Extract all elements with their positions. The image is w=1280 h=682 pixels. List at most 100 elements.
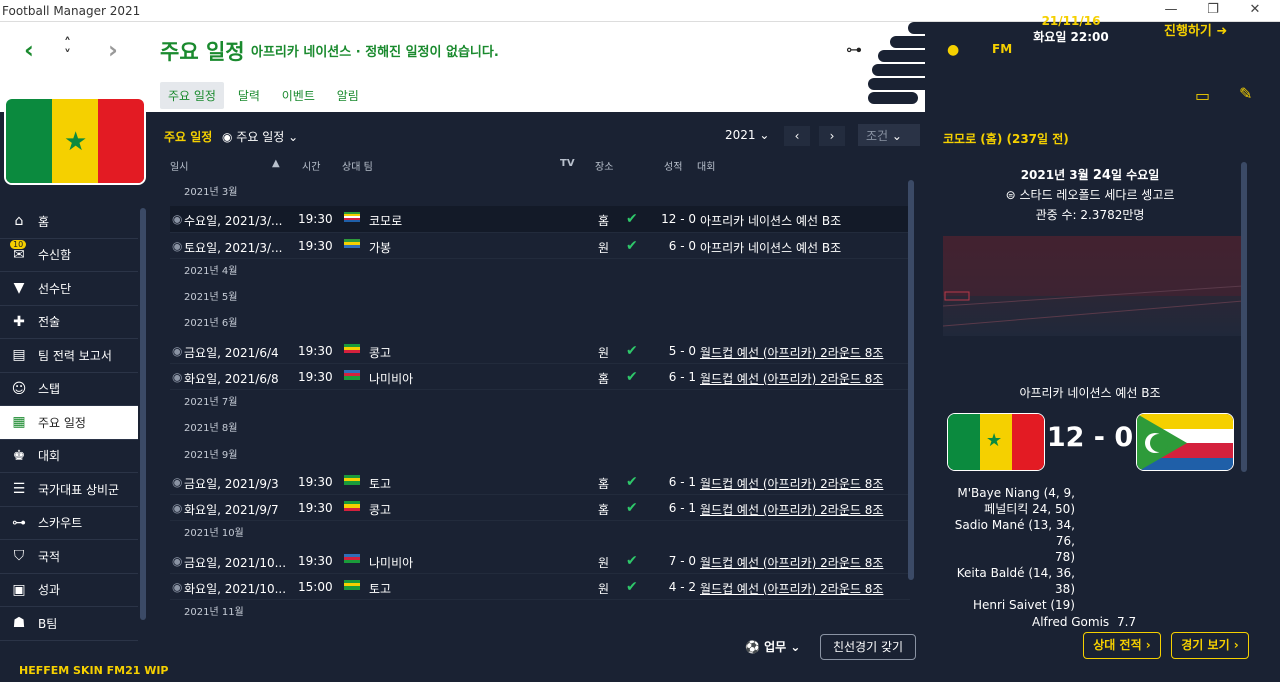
fixture-opponent[interactable]: 나미비아 — [369, 555, 414, 570]
match-title[interactable]: 코모로 (홈) (237일 전) — [943, 132, 1069, 146]
sidebar-item-squad[interactable]: ▼ 선수단 — [0, 272, 138, 306]
head-to-head-button[interactable]: 상대 전적 › — [1083, 632, 1161, 659]
tab-events[interactable]: 이벤트 — [281, 89, 315, 103]
fixture-opponent[interactable]: 토고 — [369, 476, 392, 491]
sidebar-item-staff[interactable]: ☺ 스탭 — [0, 373, 138, 406]
sidebar-item-competitions[interactable]: ♚ 대회 — [0, 440, 138, 473]
fixture-result[interactable]: 5 - 0 — [668, 343, 696, 358]
binoculars-icon[interactable]: ⊶ — [846, 40, 862, 59]
table-row[interactable]: ◉ 화요일, 2021/6/8 19:30 나미비아 홈 ✔ 6 - 1 월드컵 예선 (아프… — [170, 364, 910, 390]
table-row[interactable]: ◉ 화요일, 2021/10... 15:00 토고 원 ✔ 4 - 2 월드컵 예선 (아프… — [170, 574, 910, 600]
sidebar-item-schedule[interactable]: ▦ 주요 일정 — [0, 406, 138, 440]
fixture-opponent[interactable]: 콩고 — [369, 503, 392, 517]
fixture-result[interactable]: 6 - 1 — [668, 474, 696, 489]
tab-alerts[interactable]: 알림 — [336, 89, 359, 103]
fixture-competition[interactable]: 월드컵 예선 (아프리카) 2라운드 8조 — [700, 581, 884, 596]
col-result[interactable]: 성적 — [664, 162, 683, 173]
work-dropdown[interactable]: ⚽ 업무 ⌄ — [745, 638, 800, 655]
crest-icon[interactable]: ● — [947, 42, 960, 58]
match-panel-scrollbar[interactable] — [1241, 162, 1247, 472]
chevron-down-icon: ⌄ — [759, 128, 770, 142]
fixture-result[interactable]: 12 - 0 — [661, 212, 696, 227]
schedule-toolbar: 주요 일정 ◉ 주요 일정 ⌄ 2021 ⌄ ‹ › 조건 ⌄ — [152, 120, 922, 148]
year-dropdown[interactable]: 2021 ⌄ — [725, 128, 769, 142]
fixture-result[interactable]: 6 - 0 — [668, 238, 696, 253]
table-row[interactable]: ◉ 금요일, 2021/10... 19:30 나미비아 원 ✔ 7 - 0 월드컵 예선 (… — [170, 548, 910, 574]
fixture-list: 2021년 3월 ◉ 수요일, 2021/3/... 19:30 코모로 홈 ✔ 12 - 0… — [170, 180, 910, 626]
tab-schedule[interactable]: 주요 일정 — [160, 82, 224, 109]
fixture-opponent[interactable]: 코모로 — [369, 214, 403, 229]
view-dropdown[interactable]: ◉ 주요 일정 ⌄ — [222, 128, 298, 145]
view-match-button[interactable]: 경기 보기 › — [1171, 632, 1249, 659]
prev-year-button[interactable]: ‹ — [784, 126, 810, 146]
table-row[interactable]: ◉ 화요일, 2021/9/7 19:30 콩고 홈 ✔ 6 - 1 월드컵 예선 (아프리카… — [170, 495, 910, 522]
table-row[interactable]: ◉ 금요일, 2021/6/4 19:30 콩고 원 ✔ 5 - 0 월드컵 예선 (아프리카… — [170, 338, 910, 364]
sort-arrow-icon[interactable]: ▲ — [272, 158, 280, 169]
fixture-opponent[interactable]: 나미비아 — [369, 371, 414, 386]
fixture-competition[interactable]: 월드컵 예선 (아프리카) 2라운드 8조 — [700, 555, 884, 570]
sidebar-scrollbar[interactable] — [140, 208, 146, 620]
filter-dropdown[interactable]: 조건 ⌄ — [858, 124, 920, 146]
fixture-opponent[interactable]: 토고 — [369, 581, 392, 596]
fixture-time: 19:30 — [298, 212, 333, 227]
table-scrollbar[interactable] — [908, 180, 914, 580]
sidebar-item-tactics[interactable]: ✚ 전술 — [0, 306, 138, 339]
restore-icon[interactable]: ❐ — [1207, 2, 1219, 17]
sidebar-item-scouting[interactable]: ⊶ 스카우트 — [0, 507, 138, 540]
sidebar-item-label: 국가대표 상비군 — [38, 482, 120, 497]
arrange-friendly-button[interactable]: 친선경기 갖기 — [820, 634, 916, 660]
fixture-venue: 홈 — [598, 503, 610, 517]
fixture-opponent[interactable]: 콩고 — [369, 345, 392, 360]
month-group-header: 2021년 11월 — [184, 607, 244, 618]
fixture-competition[interactable]: 아프리카 네이션스 예선 B조 — [700, 214, 842, 229]
fixture-venue: 원 — [598, 581, 610, 596]
sidebar-item-performance[interactable]: ▣ 성과 — [0, 574, 138, 607]
sidebar-item-label: 성과 — [38, 583, 61, 598]
col-competition[interactable]: 대회 — [697, 162, 716, 173]
fixture-result[interactable]: 6 - 1 — [668, 369, 696, 384]
up-down-icon[interactable]: ˄ ˅ — [64, 36, 71, 64]
sidebar-item-nationality[interactable]: ⛉ 국적 — [0, 540, 138, 574]
fixture-time: 19:30 — [298, 238, 333, 253]
list-icon: ☰ — [12, 481, 26, 498]
fixture-competition[interactable]: 월드컵 예선 (아프리카) 2라운드 8조 — [700, 345, 884, 360]
fixture-opponent[interactable]: 가봉 — [369, 240, 392, 255]
fixture-date: 화요일, 2021/10... — [184, 581, 287, 596]
page-subtitle: 아프리카 네이션스 · 정해진 일정이 없습니다. — [251, 45, 499, 60]
col-time[interactable]: 시간 — [302, 162, 321, 173]
forward-arrow-icon[interactable]: › — [108, 36, 118, 64]
sidebar-item-inbox[interactable]: ✉ 10 수신함 — [0, 239, 138, 272]
table-row[interactable]: ◉ 금요일, 2021/9/3 19:30 토고 홈 ✔ 6 - 1 월드컵 예선 (아프리카… — [170, 469, 910, 495]
fixture-competition[interactable]: 월드컵 예선 (아프리카) 2라운드 8조 — [700, 503, 884, 517]
fixture-venue: 원 — [598, 240, 610, 255]
work-label: 업무 — [764, 640, 787, 654]
fixture-competition[interactable]: 아프리카 네이션스 예선 B조 — [700, 240, 842, 255]
tab-calendar[interactable]: 달력 — [237, 89, 260, 103]
col-tv[interactable]: TV — [560, 158, 575, 169]
close-icon[interactable]: ✕ — [1249, 2, 1261, 17]
opponent-flag — [344, 238, 360, 249]
pencil-icon[interactable]: ✎ — [1239, 84, 1253, 103]
table-row[interactable]: ◉ 수요일, 2021/3/... 19:30 코모로 홈 ✔ 12 - 0 아프리카 네이션… — [170, 206, 910, 233]
fm-logo[interactable]: FM — [992, 42, 1013, 56]
table-row[interactable]: ◉ 토요일, 2021/3/... 19:30 가봉 원 ✔ 6 - 0 아프리카 네이션스 … — [170, 233, 910, 259]
sidebar-item-label: 수신함 — [38, 248, 72, 263]
sidebar-item-team-report[interactable]: ▤ 팀 전력 보고서 — [0, 339, 138, 373]
fixture-result[interactable]: 4 - 2 — [668, 579, 696, 594]
sidebar-item-b-team[interactable]: ☗ B팀 — [0, 607, 138, 641]
sidebar-item-home[interactable]: ⌂ 홈 — [0, 205, 138, 239]
col-venue[interactable]: 장소 — [595, 162, 614, 173]
next-year-button[interactable]: › — [819, 126, 845, 146]
game-date: 21/11/16 화요일 22:00 — [1032, 14, 1110, 45]
fixture-competition[interactable]: 월드컵 예선 (아프리카) 2라운드 8조 — [700, 476, 884, 491]
fixture-competition[interactable]: 월드컵 예선 (아프리카) 2라운드 8조 — [700, 371, 884, 386]
fixture-result[interactable]: 6 - 1 — [668, 501, 696, 515]
minimize-icon[interactable]: — — [1164, 2, 1178, 17]
sidebar-item-national-pool[interactable]: ☰ 국가대표 상비군 — [0, 473, 138, 507]
col-opponent[interactable]: 상대 팀 — [342, 162, 373, 173]
col-date[interactable]: 일시 — [170, 162, 189, 173]
continue-button[interactable]: 진행하기 ➜ — [1164, 20, 1227, 39]
fixture-result[interactable]: 7 - 0 — [668, 553, 696, 568]
monitor-icon[interactable]: ▭ — [1195, 86, 1211, 105]
back-arrow-icon[interactable]: ‹ — [24, 36, 34, 64]
